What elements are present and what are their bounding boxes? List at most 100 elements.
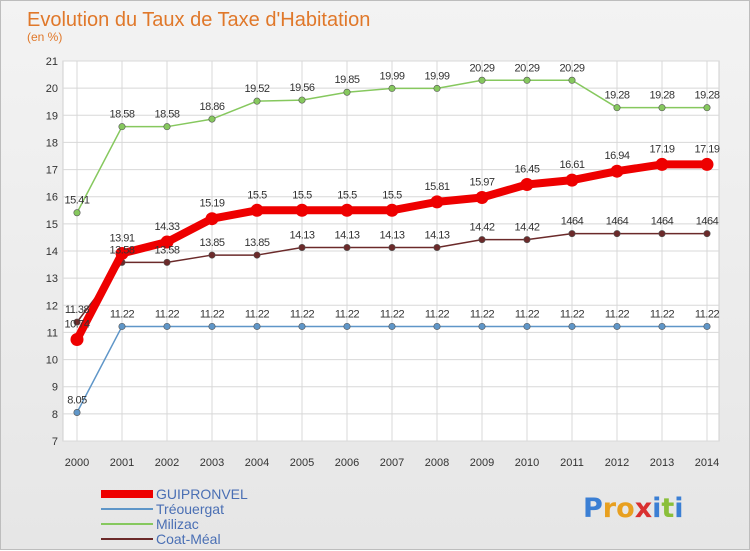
data-point (613, 104, 621, 112)
data-label: 1464 (561, 216, 584, 228)
y-tick-label: 15 (46, 219, 58, 231)
x-tick-label: 2012 (605, 457, 629, 469)
data-point (208, 251, 216, 259)
data-label: 13.85 (244, 237, 269, 249)
data-point (703, 104, 711, 112)
data-point (163, 258, 171, 266)
data-point (703, 322, 711, 330)
data-label: 19.85 (334, 74, 359, 86)
data-point (478, 322, 486, 330)
data-point (73, 318, 81, 326)
data-point (343, 88, 351, 96)
data-label: 11.22 (110, 308, 135, 320)
y-tick-label: 17 (46, 165, 58, 177)
data-label: 10.74 (64, 318, 89, 330)
data-point (658, 322, 666, 330)
data-label: 11.22 (515, 308, 540, 320)
data-label: 19.28 (649, 90, 674, 102)
series-tr-ouergat (73, 322, 711, 416)
y-tick-label: 14 (46, 246, 58, 258)
chart-title: Evolution du Taux de Taxe d'Habitation (27, 9, 370, 31)
proxiti-logo: Proxiti (583, 493, 684, 524)
data-point (115, 246, 129, 260)
y-tick-label: 16 (46, 192, 58, 204)
data-label: 16.45 (514, 164, 539, 176)
legend-label: Coat-Méal (156, 531, 221, 547)
data-point (118, 322, 126, 330)
data-point (433, 322, 441, 330)
logo-letter: r (603, 493, 617, 524)
y-tick-label: 11 (47, 327, 58, 339)
data-point (658, 104, 666, 112)
data-point (478, 236, 486, 244)
data-point (658, 230, 666, 238)
data-label: 11.22 (695, 308, 720, 320)
data-label: 14.42 (469, 222, 494, 234)
data-label: 18.58 (109, 109, 134, 121)
data-point (73, 209, 81, 217)
data-point (475, 191, 489, 205)
data-label: 11.22 (470, 308, 495, 320)
data-point (433, 84, 441, 92)
data-point (613, 322, 621, 330)
data-label: 20.29 (514, 62, 539, 74)
data-label: 19.28 (694, 90, 719, 102)
data-label: 15.97 (469, 177, 494, 189)
data-point (118, 123, 126, 131)
data-label: 19.56 (289, 82, 314, 94)
data-point (703, 230, 711, 238)
data-point (430, 195, 444, 209)
logo-letter: i (674, 493, 683, 524)
data-point (298, 96, 306, 104)
x-tick-label: 2008 (425, 457, 449, 469)
data-label: 16.94 (604, 150, 629, 162)
data-point (700, 157, 714, 171)
logo-letter: P (583, 493, 603, 524)
legend-label: Milizac (156, 516, 199, 532)
y-tick-label: 18 (46, 137, 58, 149)
chart-subtitle: (en %) (27, 30, 62, 44)
data-label: 15.81 (424, 181, 449, 193)
data-label: 14.13 (379, 229, 404, 241)
data-point (523, 236, 531, 244)
y-tick-label: 21 (46, 56, 58, 68)
data-label: 20.29 (559, 62, 584, 74)
data-label: 14.13 (334, 229, 359, 241)
data-point (385, 203, 399, 217)
data-label: 15.5 (247, 189, 267, 201)
data-point (388, 322, 396, 330)
data-point (523, 322, 531, 330)
data-point (163, 322, 171, 330)
x-tick-label: 2005 (290, 457, 314, 469)
data-label: 15.5 (337, 189, 357, 201)
data-point (613, 230, 621, 238)
x-tick-label: 2009 (470, 457, 494, 469)
data-label: 13.85 (199, 237, 224, 249)
data-label: 13.58 (154, 244, 179, 256)
data-point (520, 178, 534, 191)
x-tick-label: 2014 (695, 457, 719, 469)
data-label: 11.22 (155, 308, 180, 320)
data-label: 18.86 (199, 101, 224, 113)
x-tick-label: 2002 (155, 457, 179, 469)
data-label: 14.13 (289, 229, 314, 241)
data-label: 11.22 (290, 308, 315, 320)
data-point (655, 157, 669, 171)
data-point (523, 76, 531, 84)
data-point (343, 322, 351, 330)
data-point (610, 164, 624, 178)
data-label: 19.99 (379, 70, 404, 82)
x-tick-label: 2003 (200, 457, 224, 469)
data-label: 14.33 (154, 221, 179, 233)
data-label: 13.91 (109, 232, 134, 244)
data-label: 14.42 (514, 222, 539, 234)
legend-label: Tréouergat (156, 501, 224, 517)
y-tick-label: 7 (52, 436, 58, 448)
data-label: 14.13 (424, 229, 449, 241)
data-label: 17.19 (694, 143, 719, 155)
grid (62, 60, 720, 442)
data-label: 20.29 (469, 62, 494, 74)
data-point (73, 408, 81, 416)
